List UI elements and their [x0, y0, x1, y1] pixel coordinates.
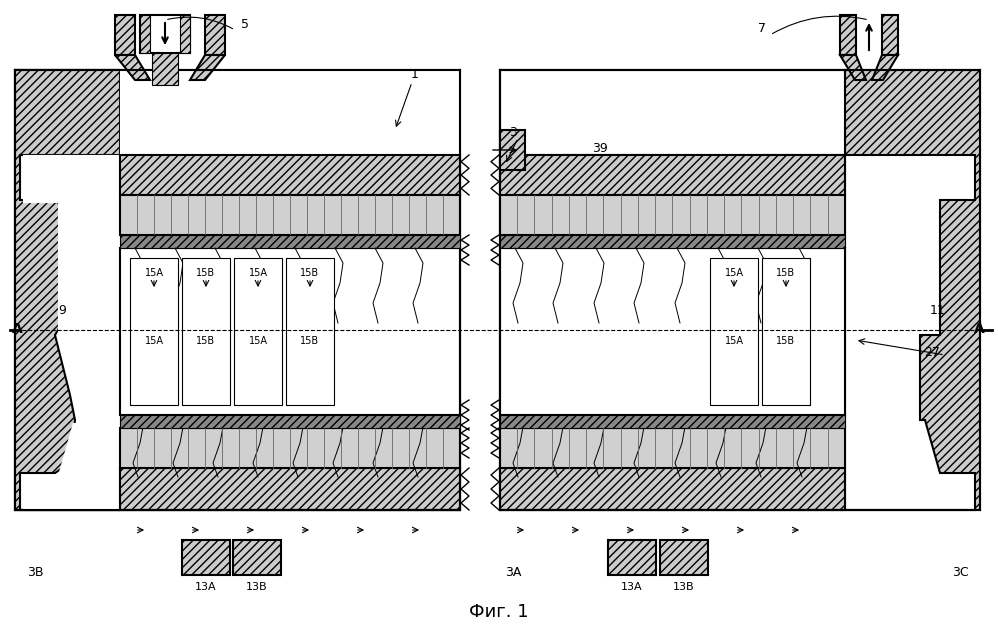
Bar [120, 235, 460, 248]
Text: 27: 27 [924, 345, 940, 359]
Text: 15A: 15A [249, 336, 267, 346]
Polygon shape [15, 70, 460, 510]
Bar [608, 540, 656, 575]
Bar [233, 540, 281, 575]
Bar [130, 258, 178, 405]
Text: 15A: 15A [145, 268, 164, 278]
Text: 5: 5 [241, 18, 249, 31]
Bar [500, 235, 845, 248]
Text: 3: 3 [509, 126, 517, 138]
Polygon shape [15, 70, 120, 510]
Bar [500, 468, 845, 510]
Polygon shape [845, 70, 980, 510]
Text: 15B: 15B [197, 336, 216, 346]
Text: 1: 1 [411, 69, 419, 82]
Text: 13A: 13A [621, 582, 643, 592]
Bar [140, 15, 190, 53]
Polygon shape [840, 15, 856, 55]
Bar [286, 258, 334, 405]
Text: 15B: 15B [300, 268, 319, 278]
Polygon shape [840, 55, 866, 80]
Bar [120, 468, 460, 510]
Text: 11: 11 [930, 304, 946, 316]
Bar [120, 248, 460, 415]
Bar [120, 415, 460, 428]
Text: 13B: 13B [247, 582, 267, 592]
Polygon shape [882, 15, 898, 55]
Bar [120, 428, 460, 468]
Text: 15B: 15B [776, 268, 795, 278]
Bar [762, 258, 810, 405]
Bar [500, 155, 845, 195]
Bar [500, 70, 845, 155]
Text: A: A [12, 322, 23, 336]
Text: 13A: 13A [196, 582, 217, 592]
Text: 3C: 3C [952, 565, 968, 579]
Text: 3B: 3B [27, 565, 43, 579]
Polygon shape [15, 70, 120, 330]
Bar [660, 540, 708, 575]
Polygon shape [23, 70, 460, 510]
Bar [234, 258, 282, 405]
Text: 15B: 15B [300, 336, 319, 346]
Text: A: A [974, 322, 985, 336]
Bar [140, 15, 150, 53]
Text: 15A: 15A [725, 268, 744, 278]
Bar [120, 195, 460, 235]
Text: 9: 9 [58, 304, 66, 316]
Bar [500, 415, 845, 428]
Polygon shape [845, 70, 980, 510]
Bar [120, 155, 460, 195]
Polygon shape [115, 15, 135, 55]
Bar [15, 70, 460, 510]
Polygon shape [115, 55, 150, 80]
Bar [710, 258, 758, 405]
Bar [500, 248, 845, 415]
Polygon shape [872, 55, 898, 80]
Bar [500, 70, 845, 510]
Text: 15B: 15B [776, 336, 795, 346]
Text: 15A: 15A [725, 336, 744, 346]
Text: 7: 7 [758, 21, 766, 35]
Text: 15A: 15A [145, 336, 164, 346]
Bar [500, 130, 525, 170]
Text: 15B: 15B [197, 268, 216, 278]
Bar [152, 53, 178, 85]
Polygon shape [15, 70, 120, 155]
Text: 15A: 15A [249, 268, 267, 278]
Polygon shape [205, 15, 225, 55]
Bar [182, 258, 230, 405]
Bar [180, 15, 190, 53]
Text: 39: 39 [592, 142, 608, 155]
Polygon shape [190, 55, 225, 80]
Bar [120, 468, 460, 510]
Text: 3A: 3A [505, 565, 521, 579]
Text: Фиг. 1: Фиг. 1 [469, 603, 529, 621]
Bar [182, 540, 230, 575]
Text: 13B: 13B [674, 582, 695, 592]
Bar [500, 195, 845, 235]
Bar [500, 428, 845, 468]
